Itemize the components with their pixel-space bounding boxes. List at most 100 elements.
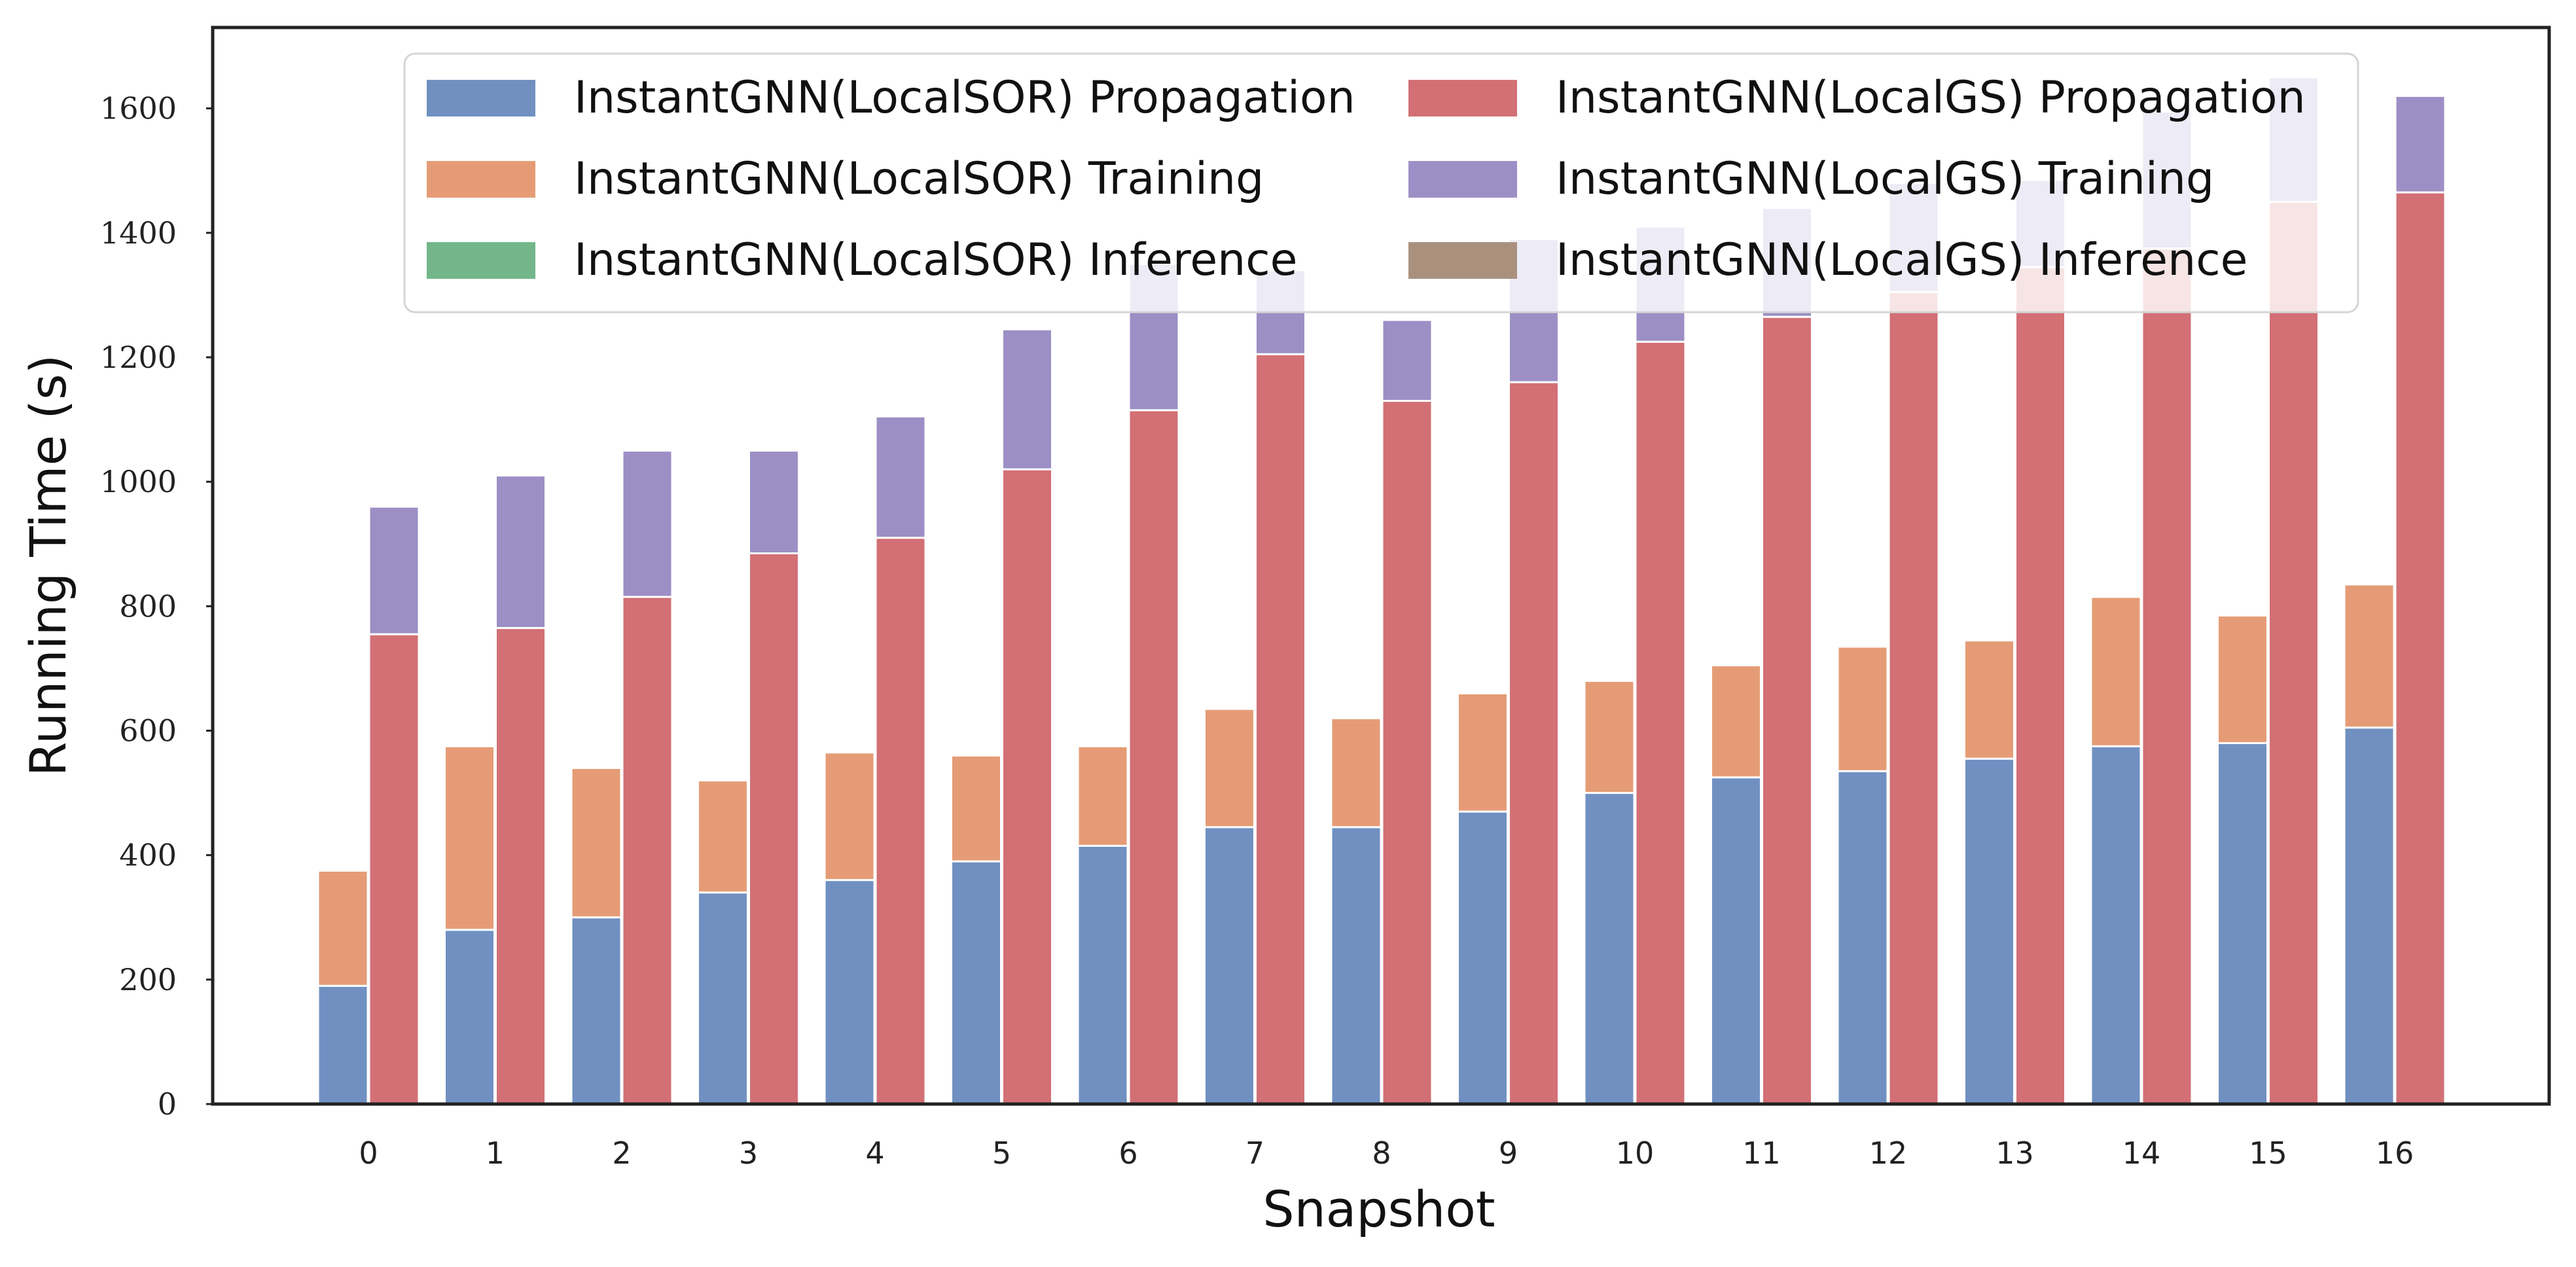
bar-instantgnn-localsor-training-snapshot-5 (950, 755, 1002, 863)
legend-swatch (427, 161, 535, 198)
bar-instantgnn-localsor-propagation-snapshot-16 (2343, 726, 2395, 1105)
bar-instantgnn-localsor-propagation-snapshot-5 (950, 860, 1002, 1105)
bar-instantgnn-localsor-training-snapshot-4 (823, 751, 876, 882)
y-axis-ticks: 0 200 400 600 800 1000 1200 1400 1600 (100, 91, 213, 1122)
bar-instantgnn-localsor-propagation-snapshot-10 (1583, 792, 1636, 1105)
legend-swatch (1408, 161, 1517, 198)
bar-instantgnn-localsor-training-snapshot-0 (317, 869, 369, 987)
bar-instantgnn-localgs-propagation-snapshot-10 (1634, 340, 1687, 1105)
y-tick-label: 0 (158, 1086, 177, 1122)
x-tick-label: 12 (1869, 1135, 1908, 1171)
legend-label: InstantGNN(LocalSOR) Propagation (574, 72, 1355, 124)
y-tick-label: 200 (119, 962, 177, 997)
bar-instantgnn-localgs-propagation-snapshot-7 (1255, 353, 1306, 1105)
legend-swatch (427, 80, 535, 116)
x-tick-label: 13 (1995, 1135, 2034, 1171)
legend-label: InstantGNN(LocalGS) Inference (1556, 234, 2247, 286)
legend-swatch (1408, 80, 1517, 116)
bar-instantgnn-localsor-training-snapshot-6 (1077, 745, 1129, 847)
bar-instantgnn-localgs-propagation-snapshot-11 (1761, 315, 1813, 1105)
y-tick-label: 600 (119, 713, 177, 748)
bar-instantgnn-localgs-propagation-snapshot-2 (621, 596, 673, 1105)
x-tick-label: 6 (1118, 1135, 1137, 1171)
x-tick-label: 11 (1742, 1135, 1781, 1171)
bar-instantgnn-localgs-propagation-snapshot-0 (368, 633, 420, 1105)
bar-instantgnn-localsor-training-snapshot-1 (444, 745, 495, 931)
x-tick-label: 16 (2376, 1135, 2414, 1171)
bar-instantgnn-localgs-propagation-snapshot-15 (2268, 200, 2319, 1105)
x-tick-label: 4 (865, 1135, 884, 1171)
bar-instantgnn-localgs-training-snapshot-2 (621, 450, 673, 598)
bar-instantgnn-localsor-training-snapshot-7 (1204, 707, 1255, 829)
bar-instantgnn-localsor-training-snapshot-10 (1583, 679, 1636, 794)
bar-instantgnn-localsor-propagation-snapshot-9 (1457, 810, 1509, 1105)
legend-swatch (1408, 242, 1517, 279)
legend-box (403, 52, 2359, 313)
bar-instantgnn-localgs-training-snapshot-3 (748, 450, 800, 554)
bar-instantgnn-localsor-training-snapshot-15 (2217, 615, 2268, 744)
legend-label: InstantGNN(LocalSOR) Training (574, 153, 1264, 205)
y-tick-label: 1600 (100, 91, 177, 126)
bar-instantgnn-localsor-training-snapshot-13 (1963, 639, 2015, 760)
bar-instantgnn-localsor-propagation-snapshot-6 (1077, 844, 1129, 1105)
bar-instantgnn-localsor-propagation-snapshot-7 (1204, 826, 1255, 1105)
bar-instantgnn-localsor-propagation-snapshot-15 (2217, 741, 2268, 1105)
x-tick-label: 9 (1499, 1135, 1518, 1171)
bar-instantgnn-localgs-training-snapshot-16 (2394, 95, 2446, 194)
bar-instantgnn-localsor-propagation-snapshot-0 (317, 984, 369, 1105)
bar-instantgnn-localgs-propagation-snapshot-12 (1887, 291, 1940, 1105)
plot-frame (211, 26, 2551, 1106)
bar-instantgnn-localsor-training-snapshot-16 (2343, 583, 2395, 729)
bar-instantgnn-localsor-propagation-snapshot-1 (444, 929, 495, 1105)
bar-instantgnn-localsor-propagation-snapshot-3 (697, 891, 749, 1105)
y-tick-label: 1200 (100, 340, 177, 375)
x-tick-label: 3 (739, 1135, 758, 1171)
bar-instantgnn-localgs-propagation-snapshot-6 (1128, 409, 1180, 1105)
y-tick-label: 1000 (100, 464, 177, 499)
bar-instantgnn-localgs-propagation-snapshot-4 (874, 537, 927, 1105)
x-tick-label: 0 (359, 1135, 378, 1171)
y-axis-label: Running Time (s) (19, 355, 77, 777)
bar-instantgnn-localsor-training-snapshot-9 (1457, 692, 1509, 813)
legend-swatch (427, 242, 535, 279)
bar-instantgnn-localgs-propagation-snapshot-16 (2394, 191, 2446, 1105)
bar-instantgnn-localsor-training-snapshot-8 (1330, 717, 1382, 829)
bar-instantgnn-localgs-propagation-snapshot-3 (748, 552, 800, 1105)
bar-instantgnn-localsor-training-snapshot-14 (2090, 596, 2142, 747)
bar-instantgnn-localsor-propagation-snapshot-4 (823, 879, 876, 1105)
bar-instantgnn-localsor-propagation-snapshot-8 (1330, 826, 1382, 1105)
bar-instantgnn-localgs-training-snapshot-5 (1001, 328, 1053, 471)
bar-instantgnn-localgs-propagation-snapshot-8 (1381, 400, 1433, 1105)
legend-label: InstantGNN(LocalGS) Training (1556, 153, 2214, 205)
x-tick-label: 15 (2249, 1135, 2287, 1171)
bar-instantgnn-localsor-training-snapshot-2 (570, 767, 622, 919)
bar-instantgnn-localgs-training-snapshot-8 (1381, 319, 1433, 402)
x-tick-label: 10 (1616, 1135, 1655, 1171)
y-tick-label: 800 (119, 588, 177, 624)
x-tick-label: 14 (2122, 1135, 2161, 1171)
bar-instantgnn-localsor-training-snapshot-11 (1710, 664, 1762, 779)
x-tick-label: 1 (486, 1135, 505, 1171)
bar-instantgnn-localgs-propagation-snapshot-5 (1001, 468, 1053, 1105)
bar-instantgnn-localgs-propagation-snapshot-9 (1508, 381, 1560, 1105)
x-axis-ticks: 0 1 2 3 4 5 6 7 8 9 10 11 12 13 14 15 16 (359, 1135, 2414, 1171)
bar-instantgnn-localgs-propagation-snapshot-1 (495, 627, 546, 1105)
bar-instantgnn-localsor-propagation-snapshot-14 (2090, 745, 2142, 1105)
y-tick-label: 1400 (100, 215, 177, 251)
legend-label: InstantGNN(LocalSOR) Inference (574, 234, 1298, 286)
legend: InstantGNN(LocalSOR) Propagation InstantG… (403, 52, 2359, 313)
y-tick-label: 400 (119, 838, 177, 873)
bar-instantgnn-localgs-propagation-snapshot-14 (2141, 247, 2193, 1105)
bar-instantgnn-localsor-propagation-snapshot-2 (570, 916, 622, 1105)
bar-instantgnn-localgs-training-snapshot-1 (495, 474, 546, 630)
x-tick-label: 8 (1372, 1135, 1391, 1171)
bar-instantgnn-localgs-training-snapshot-0 (368, 505, 420, 635)
bar-instantgnn-localgs-propagation-snapshot-13 (2014, 266, 2066, 1105)
legend-label: InstantGNN(LocalGS) Propagation (1556, 72, 2306, 124)
x-axis-label: Snapshot (1262, 1180, 1495, 1238)
bar-instantgnn-localgs-training-snapshot-4 (874, 415, 927, 539)
bar-instantgnn-localsor-propagation-snapshot-11 (1710, 776, 1762, 1105)
bar-instantgnn-localsor-propagation-snapshot-12 (1836, 770, 1889, 1105)
bar-instantgnn-localsor-training-snapshot-12 (1836, 645, 1889, 772)
